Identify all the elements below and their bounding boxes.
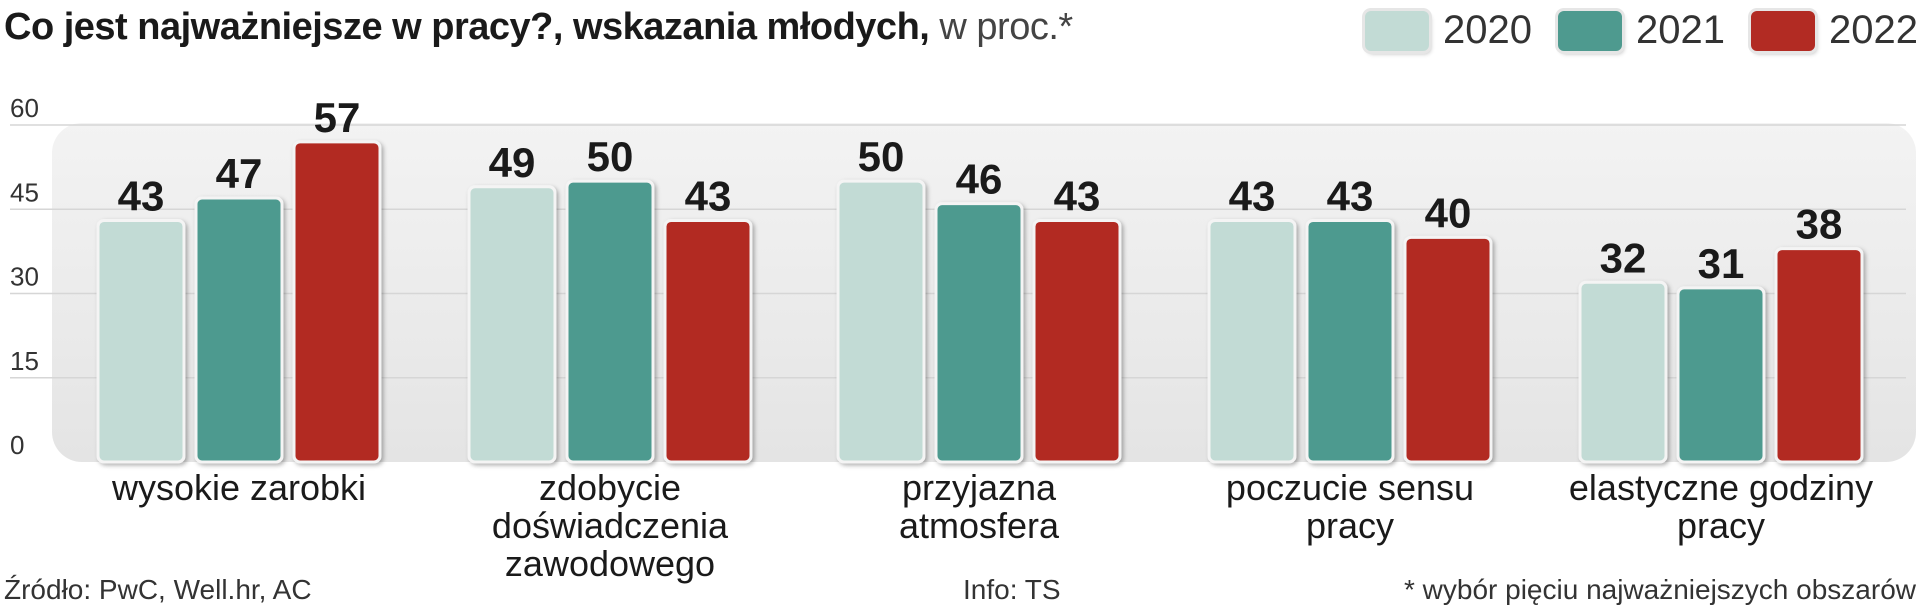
legend-swatch-2022 <box>1751 10 1816 51</box>
category-label-line: elastyczne godziny <box>1569 467 1873 508</box>
bar-value-label: 47 <box>216 150 263 197</box>
bar-2022 <box>292 140 382 464</box>
category-label: wysokie zarobki <box>111 467 366 508</box>
bar-value-label: 43 <box>1229 172 1276 219</box>
category-label: przyjazna atmosfera <box>899 467 1060 546</box>
legend-label-2020: 2020 <box>1443 8 1533 52</box>
bar-2020 <box>96 218 186 464</box>
bar-value-label: 43 <box>1327 172 1374 219</box>
bar-value-label: 49 <box>489 139 536 186</box>
bar-2021 <box>194 196 284 464</box>
category-label-line: pracy <box>1306 505 1394 546</box>
category-label: poczucie sensu pracy <box>1226 467 1474 546</box>
bar-2021 <box>1676 286 1766 464</box>
category-label-line: zdobycie <box>539 467 681 508</box>
bar-value-label: 38 <box>1796 201 1843 248</box>
y-tick-label: 30 <box>10 262 39 292</box>
chart-title: Co jest najważniejsze w pracy?, wskazani… <box>4 6 1073 49</box>
bar-2020 <box>467 185 557 464</box>
category-label-line: poczucie sensu <box>1226 467 1474 508</box>
bar-2022 <box>1774 247 1864 464</box>
legend: 2020 2021 2022 <box>1365 8 1918 53</box>
y-tick-label: 0 <box>10 430 24 460</box>
bar-value-label: 43 <box>1054 172 1101 219</box>
bar-value-label: 31 <box>1698 240 1745 287</box>
bar-2020 <box>1578 280 1668 464</box>
bar-value-label: 43 <box>685 172 732 219</box>
bar-2022 <box>1403 235 1493 464</box>
category-label-line: przyjazna <box>902 467 1057 508</box>
bar-value-label: 50 <box>587 133 634 180</box>
legend-item-2020: 2020 <box>1365 8 1532 53</box>
bar-2022 <box>1032 218 1122 464</box>
bar-2020 <box>1207 218 1297 464</box>
bar-2022 <box>663 218 753 464</box>
bar-value-label: 32 <box>1600 234 1647 281</box>
bar-2021 <box>934 202 1024 464</box>
category-label-line: wysokie zarobki <box>111 467 366 508</box>
bar-value-label: 50 <box>858 133 905 180</box>
category-label-line: pracy <box>1677 505 1765 546</box>
legend-label-2022: 2022 <box>1829 8 1918 52</box>
bar-2021 <box>1305 218 1395 464</box>
category-label: zdobycie doświadczenia zawodowego <box>492 467 729 584</box>
y-tick-label: 45 <box>10 177 39 207</box>
bar-value-label: 57 <box>314 94 361 141</box>
legend-swatch-2021 <box>1558 10 1623 51</box>
source-note: Źródło: PwC, Well.hr, AC <box>4 574 312 605</box>
y-tick-label: 60 <box>10 93 39 123</box>
category-label-line: zawodowego <box>505 543 715 584</box>
chart-title-suffix: w proc.* <box>939 6 1073 48</box>
bar-value-label: 40 <box>1425 189 1472 236</box>
legend-swatch-2020 <box>1365 10 1430 51</box>
bar-value-label: 46 <box>956 156 1003 203</box>
legend-item-2022: 2022 <box>1751 8 1918 53</box>
category-label-line: doświadczenia <box>492 505 729 546</box>
info-note: Info: TS <box>963 574 1061 605</box>
legend-label-2021: 2021 <box>1636 8 1726 52</box>
footnote: * wybór pięciu najważniejszych obszarów <box>1403 574 1916 605</box>
category-label-line: atmosfera <box>899 505 1060 546</box>
bar-value-label: 43 <box>118 172 165 219</box>
category-label: elastyczne godziny pracy <box>1569 467 1873 546</box>
chart-title-main: Co jest najważniejsze w pracy?, wskazani… <box>4 6 930 48</box>
bar-2021 <box>565 179 655 464</box>
legend-item-2021: 2021 <box>1558 8 1725 53</box>
y-tick-label: 15 <box>10 346 39 376</box>
bar-2020 <box>836 179 926 464</box>
